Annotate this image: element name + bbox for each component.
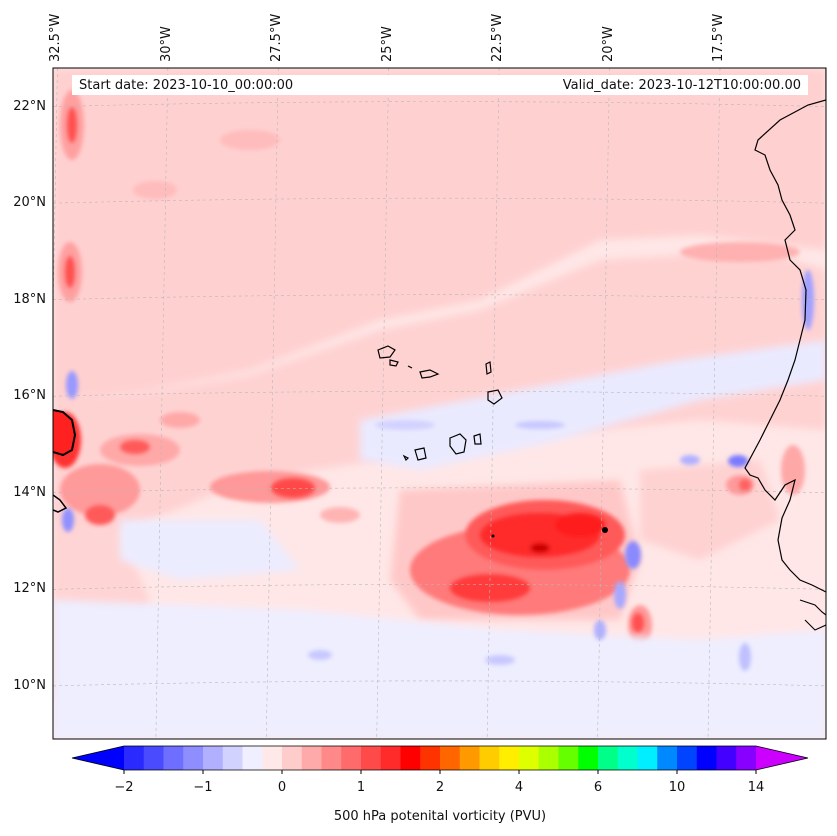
western-edge-feature-2	[53, 494, 68, 513]
colorbar-segment	[696, 746, 718, 770]
map-frame	[52, 67, 827, 740]
colorbar-tick-label: 1	[356, 780, 366, 795]
colorbar-tick-label: 0	[277, 780, 287, 795]
latitude-label: 22°N	[13, 98, 46, 114]
colorbar-segment	[400, 746, 421, 770]
colorbar-segment	[380, 746, 402, 770]
colorbar-segment	[341, 746, 362, 770]
colorbar-tick-label: 6	[593, 780, 603, 795]
parallel-line	[53, 197, 826, 204]
parallel-line	[53, 101, 826, 107]
colorbar-segment	[538, 746, 560, 770]
colorbar-tick-label: 10	[668, 780, 686, 795]
colorbar-segment	[459, 746, 481, 770]
cape-verde-islands	[377, 345, 503, 462]
colorbar-segment	[637, 746, 658, 770]
colorbar	[71, 745, 809, 774]
colorbar-segment	[242, 746, 263, 770]
colorbar-segment	[321, 746, 342, 770]
colorbar-segment	[282, 746, 303, 770]
start-date-label: Start date: 2023-10-10_00:00:00	[79, 78, 294, 93]
colorbar-segment	[203, 746, 224, 770]
colorbar-segment	[361, 746, 382, 770]
colorbar-extend-max	[756, 746, 808, 770]
colorbar-segment	[222, 746, 244, 770]
colorbar-segment	[440, 746, 461, 770]
colorbar-tick-label: 2	[435, 780, 445, 795]
latitude-label: 16°N	[13, 388, 46, 404]
colorbar-segment	[578, 746, 599, 770]
colorbar-label: 500 hPa potenital vorticity (PVU)	[333, 809, 547, 824]
colorbar-tick-label: −2	[114, 780, 134, 795]
colorbar-segment	[677, 746, 698, 770]
longitude-label: 27.5°W	[269, 13, 285, 62]
western-edge-feature	[53, 409, 77, 457]
latitude-label: 12°N	[13, 581, 46, 597]
latitude-label: 18°N	[13, 291, 46, 307]
meridian-line	[155, 68, 169, 739]
guinea-bissau-coastline	[799, 599, 826, 631]
meridian-line	[265, 68, 279, 739]
colorbar-segment	[736, 746, 757, 770]
colorbar-segment	[301, 746, 323, 770]
pv-field	[53, 68, 826, 739]
colorbar-segment	[558, 746, 579, 770]
colorbar-segment	[499, 746, 520, 770]
meridian-line	[597, 68, 610, 739]
latitude-label: 14°N	[13, 484, 46, 500]
colorbar-segment	[479, 746, 500, 770]
parallel-line	[53, 584, 826, 590]
colorbar-segment	[657, 746, 678, 770]
colorbar-segment	[617, 746, 639, 770]
longitude-label: 20°W	[600, 26, 616, 62]
colorbar-segment	[124, 746, 145, 770]
meridian-line	[376, 68, 390, 739]
colorbar-tick-label: −1	[193, 780, 213, 795]
meridian-line	[486, 68, 500, 739]
colorbar-segment	[598, 746, 619, 770]
colorbar-tick-label: 14	[747, 780, 765, 795]
colorbar-segment	[143, 746, 165, 770]
parallel-line	[53, 487, 826, 494]
longitude-label: 22.5°W	[490, 13, 506, 62]
longitude-label: 25°W	[379, 26, 395, 62]
longitude-label: 30°W	[158, 26, 174, 62]
longitude-label: 32.5°W	[48, 13, 64, 62]
latitude-label: 20°N	[13, 195, 46, 211]
colorbar-segment	[519, 746, 540, 770]
parallel-line	[53, 390, 826, 397]
date-banner	[72, 75, 808, 95]
colorbar-segment	[183, 746, 204, 770]
pv-max-dot	[602, 527, 608, 533]
colorbar-segment	[163, 746, 184, 770]
pv-max-dot-2	[491, 534, 495, 538]
africa-coastline	[744, 68, 826, 593]
colorbar-extend-min	[72, 746, 124, 770]
colorbar-segment	[262, 746, 283, 770]
parallel-line	[53, 680, 826, 687]
graticule	[53, 68, 826, 739]
colorbar-segment	[716, 746, 737, 770]
pv-blue-zones	[53, 340, 826, 739]
colorbar-segment	[420, 746, 441, 770]
parallel-line	[53, 294, 826, 301]
longitude-label: 17.5°W	[710, 13, 726, 62]
latitude-label: 10°N	[13, 677, 46, 693]
valid-date-label: Valid_date: 2023-10-12T10:00:00.00	[562, 78, 801, 93]
meridian-line	[707, 68, 721, 739]
colorbar-tick-label: 4	[514, 780, 524, 795]
